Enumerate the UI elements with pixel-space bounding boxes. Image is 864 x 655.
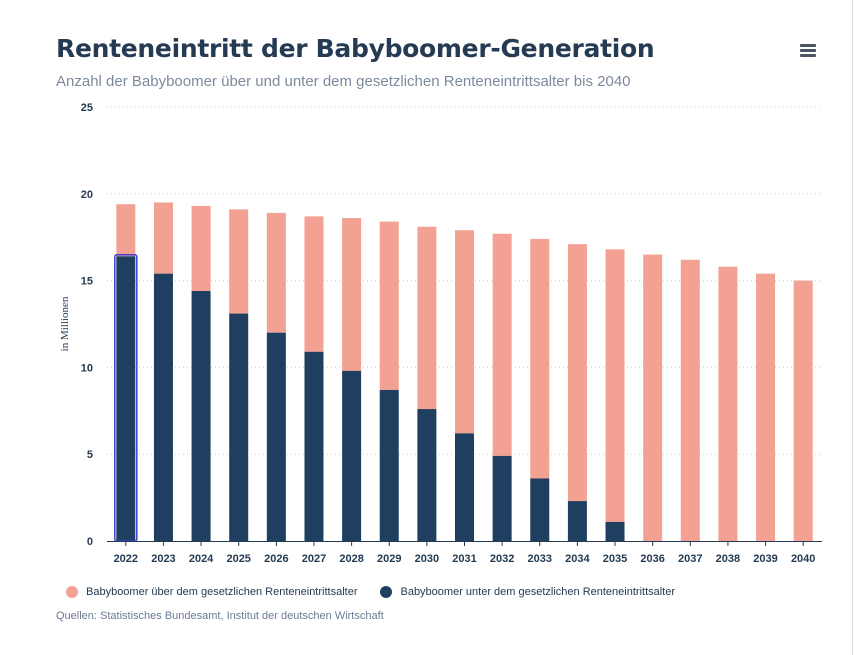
y-tick-label: 5 bbox=[87, 449, 93, 461]
bar-above-2026 bbox=[266, 212, 286, 333]
hamburger-menu-icon[interactable] bbox=[798, 42, 820, 60]
bar-below-2024 bbox=[191, 291, 211, 541]
x-tick-label: 2026 bbox=[264, 553, 288, 565]
bar-below-2033 bbox=[530, 478, 550, 541]
x-tick-label: 2040 bbox=[791, 553, 815, 565]
legend: Babyboomer über dem gesetzlichen Rentene… bbox=[66, 584, 698, 600]
bar-above-2037 bbox=[680, 259, 700, 541]
bar-below-2025 bbox=[229, 313, 249, 541]
y-tick-label: 0 bbox=[87, 536, 93, 548]
y-tick-label: 20 bbox=[81, 189, 93, 201]
legend-dot-below-icon bbox=[380, 586, 393, 598]
legend-label-above: Babyboomer über dem gesetzlichen Rentene… bbox=[86, 586, 358, 598]
bar-above-2025 bbox=[229, 209, 249, 314]
bar-below-2028 bbox=[342, 370, 362, 541]
source-note: Quellen: Statistisches Bundesamt, Instit… bbox=[56, 610, 384, 622]
bar-above-2038 bbox=[718, 266, 738, 541]
x-tick-label: 2036 bbox=[640, 553, 664, 565]
bar-below-2034 bbox=[567, 501, 587, 541]
x-tick-label: 2039 bbox=[753, 553, 777, 565]
y-tick-label: 25 bbox=[81, 102, 93, 114]
bar-above-2035 bbox=[605, 249, 625, 522]
bar-below-2035 bbox=[605, 521, 625, 541]
x-tick-label: 2025 bbox=[226, 553, 250, 565]
legend-label-below: Babyboomer unter dem gesetzlichen Renten… bbox=[400, 586, 676, 598]
bar-below-2026 bbox=[266, 332, 286, 541]
chart-title: Renteneintritt der Babyboomer-Generation bbox=[56, 34, 655, 63]
x-tick-label: 2033 bbox=[528, 553, 552, 565]
y-axis-title: in Millionen bbox=[59, 296, 71, 351]
x-tick-label: 2034 bbox=[565, 553, 590, 565]
bar-above-2029 bbox=[379, 221, 399, 390]
x-tick-label: 2027 bbox=[302, 553, 326, 565]
x-tick-label: 2022 bbox=[114, 553, 138, 565]
bar-below-2027 bbox=[304, 351, 324, 541]
legend-item-above[interactable]: Babyboomer über dem gesetzlichen Rentene… bbox=[66, 586, 357, 598]
bar-below-2032 bbox=[492, 455, 512, 541]
x-tick-label: 2028 bbox=[339, 553, 363, 565]
bar-above-2034 bbox=[567, 244, 587, 502]
bar-above-2027 bbox=[304, 216, 324, 352]
bar-below-2029 bbox=[379, 389, 399, 541]
bar-above-2028 bbox=[342, 218, 362, 371]
bar-above-2022 bbox=[116, 204, 136, 257]
bar-above-2024 bbox=[191, 205, 211, 292]
y-tick-label: 10 bbox=[81, 362, 93, 374]
x-tick-label: 2035 bbox=[603, 553, 627, 565]
bar-above-2036 bbox=[643, 254, 663, 541]
bar-above-2030 bbox=[417, 226, 437, 410]
x-tick-label: 2038 bbox=[716, 553, 740, 565]
bar-below-2031 bbox=[455, 433, 474, 541]
bar-above-2033 bbox=[530, 238, 550, 479]
x-tick-label: 2030 bbox=[415, 553, 439, 565]
y-tick-label: 15 bbox=[81, 276, 93, 288]
bar-above-2032 bbox=[492, 233, 512, 456]
bar-above-2023 bbox=[153, 202, 173, 274]
x-tick-label: 2037 bbox=[678, 553, 702, 565]
x-tick-label: 2031 bbox=[452, 553, 476, 565]
x-tick-label: 2032 bbox=[490, 553, 514, 565]
chart-subtitle: Anzahl der Babyboomer über und unter dem… bbox=[56, 73, 631, 90]
legend-item-below[interactable]: Babyboomer unter dem gesetzlichen Renten… bbox=[380, 586, 675, 598]
x-tick-label: 2029 bbox=[377, 553, 401, 565]
bar-below-2030 bbox=[417, 409, 437, 541]
bars bbox=[114, 202, 813, 542]
bar-below-2023 bbox=[153, 273, 173, 541]
bar-above-2040 bbox=[793, 280, 813, 541]
bar-above-2039 bbox=[756, 273, 776, 541]
bar-above-2031 bbox=[455, 230, 474, 434]
x-tick-label: 2024 bbox=[189, 553, 214, 565]
x-tick-label: 2023 bbox=[151, 553, 175, 565]
bar-below-2022 bbox=[116, 256, 136, 541]
legend-dot-above-icon bbox=[66, 586, 78, 598]
